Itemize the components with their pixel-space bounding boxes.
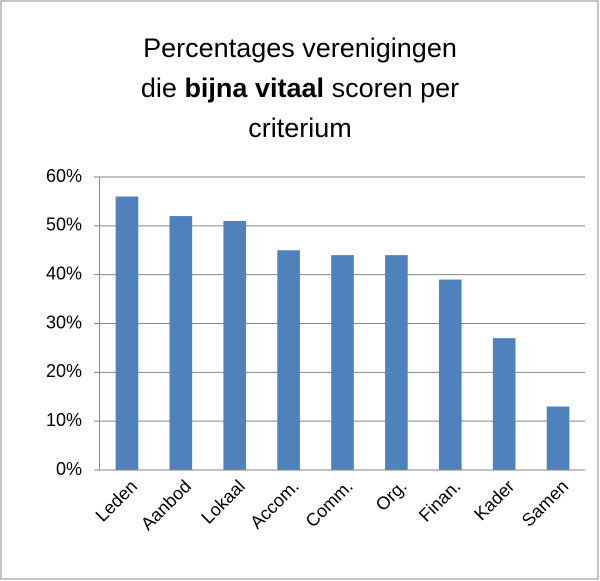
bar bbox=[223, 220, 247, 470]
bar bbox=[115, 196, 139, 471]
y-tick-label: 40% bbox=[46, 263, 82, 283]
chart-title-bold: bijna vitaal bbox=[184, 73, 324, 103]
y-tick-label: 10% bbox=[46, 410, 82, 430]
chart-title-line: criterium bbox=[248, 113, 352, 143]
y-tick-label: 50% bbox=[46, 215, 82, 235]
bar bbox=[546, 406, 570, 470]
y-tick-label: 20% bbox=[46, 361, 82, 381]
y-tick-label: 60% bbox=[46, 166, 82, 186]
bar bbox=[331, 255, 354, 470]
chart-title-line: die bijna vitaal scoren per bbox=[141, 73, 459, 103]
y-tick-label: 30% bbox=[46, 312, 82, 332]
chart-title-part: Percentages verenigingen bbox=[143, 33, 457, 63]
bar bbox=[492, 338, 516, 470]
y-tick-label: 0% bbox=[56, 459, 82, 479]
chart-title-line: Percentages verenigingen bbox=[143, 33, 457, 63]
chart-title-part: criterium bbox=[248, 113, 352, 143]
bar bbox=[385, 255, 408, 470]
bar bbox=[169, 216, 193, 470]
bar bbox=[438, 279, 462, 470]
chart-title-part: scoren per bbox=[332, 73, 460, 103]
chart-title-part: die bbox=[141, 73, 177, 103]
bar bbox=[277, 250, 300, 470]
